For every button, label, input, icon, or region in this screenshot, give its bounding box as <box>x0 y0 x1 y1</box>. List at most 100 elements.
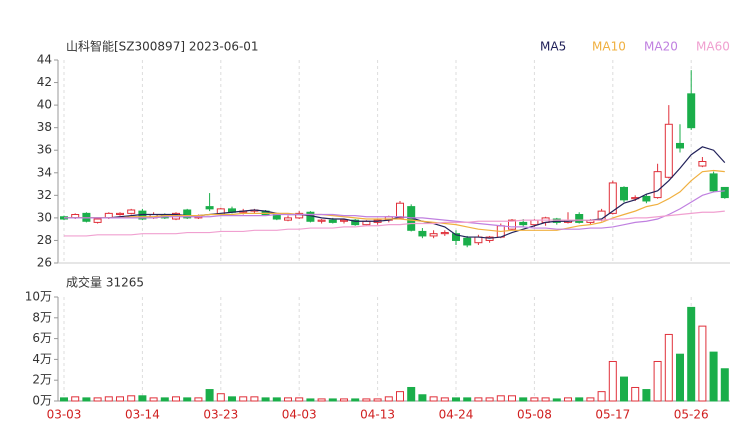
volume-bar <box>496 395 505 402</box>
y-tick-label: 36 <box>37 143 52 157</box>
y-tick-label: 38 <box>37 120 52 134</box>
volume-bar <box>620 376 628 402</box>
volume-bar <box>272 397 281 402</box>
candle-body <box>116 212 124 216</box>
volume-bar <box>407 386 416 402</box>
volume-bar <box>429 396 438 402</box>
candle-body <box>317 219 326 222</box>
volume-bar <box>306 398 315 402</box>
volume-bar <box>328 398 337 402</box>
volume-bar <box>485 397 494 402</box>
volume-bar <box>362 398 371 402</box>
volume-bar <box>351 398 360 402</box>
y-tick-label: 44 <box>37 53 52 67</box>
volume-bar <box>340 398 348 402</box>
candle-body <box>664 123 673 178</box>
volume-bar <box>239 396 248 402</box>
volume-bar <box>597 391 606 402</box>
volume-bar <box>463 397 472 402</box>
volume-bar <box>631 386 640 402</box>
candle-body <box>508 219 516 230</box>
candle-body <box>328 219 337 223</box>
x-tick-label: 03-23 <box>203 408 238 422</box>
y-tick-label: 40 <box>37 98 52 112</box>
candle-body <box>183 209 192 219</box>
candle-body <box>306 211 315 222</box>
volume-bar <box>687 306 696 402</box>
candle-body <box>340 219 348 222</box>
volume-bar <box>530 397 539 402</box>
volume-bar <box>127 395 136 402</box>
candle-body <box>676 142 684 149</box>
volume-bar <box>250 396 259 402</box>
candle-body <box>418 230 427 237</box>
volume-bar <box>261 397 270 402</box>
volume-bar <box>519 397 528 402</box>
x-tick-label: 03-14 <box>125 408 160 422</box>
volume-bar <box>317 398 326 402</box>
y-tick-label: 30 <box>37 210 52 224</box>
candle-body <box>519 221 528 226</box>
candle-body <box>351 219 360 226</box>
volume-bar <box>295 397 304 402</box>
x-tick-label: 04-13 <box>360 408 395 422</box>
y-tick-label: 28 <box>37 233 52 247</box>
volume-bar <box>541 397 550 402</box>
volume-bar <box>653 360 662 402</box>
volume-bar <box>194 397 203 402</box>
legend-label: MA60 <box>696 40 730 54</box>
volume-bar <box>676 353 684 402</box>
ma-line <box>64 169 725 233</box>
volume-bar <box>93 397 102 402</box>
volume-bar <box>709 351 718 402</box>
candle-body <box>575 214 584 223</box>
volume-bar <box>60 397 68 402</box>
candle-body <box>608 182 617 214</box>
volume-bar <box>160 397 169 402</box>
candle-body <box>687 93 696 129</box>
volume-bar <box>642 389 651 402</box>
candle-body <box>620 186 628 201</box>
volume-bar <box>608 360 617 402</box>
volume-bar <box>664 333 673 402</box>
candle-body <box>429 233 438 237</box>
y-tick-label: 4万 <box>32 352 52 366</box>
y-tick-label: 42 <box>37 75 52 89</box>
x-tick-label: 04-24 <box>439 408 474 422</box>
y-tick-label: 34 <box>37 165 52 179</box>
candle-body <box>709 173 718 192</box>
legend-label: MA10 <box>592 40 626 54</box>
candle-body <box>205 206 214 210</box>
volume-bar <box>104 396 113 402</box>
volume-bar <box>508 395 516 402</box>
volume-bar <box>284 397 292 402</box>
x-tick-label: 05-26 <box>674 408 709 422</box>
x-tick-label: 03-03 <box>47 408 82 422</box>
volume-bar <box>116 396 124 402</box>
candle-body <box>284 217 292 221</box>
volume-bar <box>216 393 225 402</box>
volume-bar <box>474 397 483 402</box>
legend-label: MA5 <box>540 40 566 54</box>
volume-bar <box>384 396 393 402</box>
candle-body <box>396 202 404 219</box>
chart-title: 山科智能[SZ300897] 2023-06-01 <box>66 39 259 54</box>
volume-bar <box>575 397 584 402</box>
legend-label: MA20 <box>644 40 678 54</box>
volume-bar <box>440 397 449 402</box>
x-tick-label: 05-17 <box>595 408 630 422</box>
volume-bar <box>720 368 729 402</box>
candle-body <box>642 195 651 202</box>
y-tick-label: 32 <box>37 188 52 202</box>
volume-bar <box>82 397 91 402</box>
volume-bar <box>183 397 192 402</box>
y-tick-label: 8万 <box>32 310 52 324</box>
candle-body <box>653 171 662 199</box>
volume-bar <box>552 398 561 402</box>
y-tick-label: 2万 <box>32 373 52 387</box>
volume-bar <box>172 396 180 402</box>
volume-bar <box>71 396 80 402</box>
candle-body <box>530 219 539 226</box>
volume-bar <box>228 396 236 402</box>
